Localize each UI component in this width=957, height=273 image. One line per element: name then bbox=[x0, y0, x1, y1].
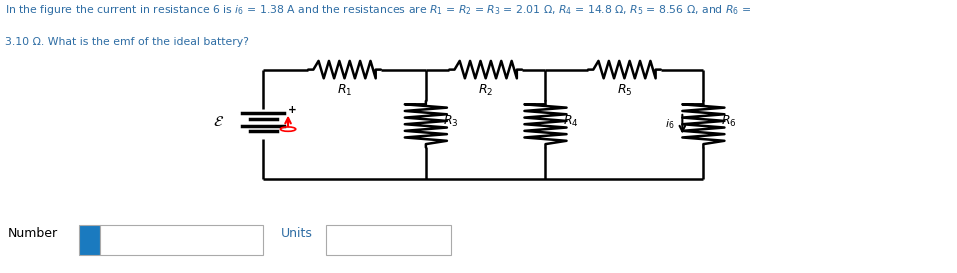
FancyBboxPatch shape bbox=[326, 225, 451, 255]
FancyBboxPatch shape bbox=[100, 225, 263, 255]
Text: $R_5$: $R_5$ bbox=[616, 83, 633, 98]
Text: $R_4$: $R_4$ bbox=[563, 114, 578, 129]
Text: +: + bbox=[288, 105, 297, 115]
Text: Units: Units bbox=[280, 227, 312, 240]
Text: $R_3$: $R_3$ bbox=[443, 114, 458, 129]
Text: $i_6$: $i_6$ bbox=[665, 117, 675, 131]
Text: ∨: ∨ bbox=[438, 236, 444, 245]
Text: $R_2$: $R_2$ bbox=[478, 83, 493, 98]
Text: $R_6$: $R_6$ bbox=[721, 114, 736, 129]
Text: i: i bbox=[88, 234, 92, 247]
Text: Number: Number bbox=[8, 227, 57, 240]
Text: 3.10 Ω. What is the emf of the ideal battery?: 3.10 Ω. What is the emf of the ideal bat… bbox=[5, 37, 249, 47]
Text: $R_1$: $R_1$ bbox=[337, 83, 352, 98]
Text: In the figure the current in resistance 6 is $i_6$ = 1.38 A and the resistances : In the figure the current in resistance … bbox=[5, 3, 751, 17]
Text: $\mathcal{E}$: $\mathcal{E}$ bbox=[212, 114, 224, 129]
FancyBboxPatch shape bbox=[79, 225, 100, 255]
